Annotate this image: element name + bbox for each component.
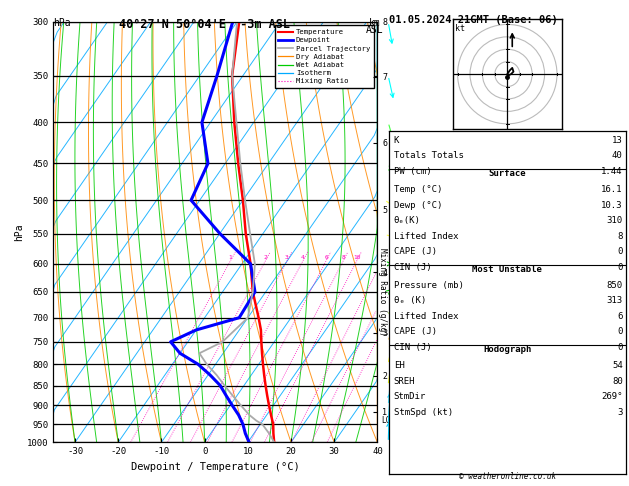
Text: 1.44: 1.44 (601, 167, 623, 176)
Text: EH: EH (394, 361, 404, 370)
Text: 01.05.2024 21GMT (Base: 06): 01.05.2024 21GMT (Base: 06) (389, 15, 557, 25)
X-axis label: Dewpoint / Temperature (°C): Dewpoint / Temperature (°C) (131, 462, 300, 472)
Text: hPa: hPa (53, 18, 71, 28)
Text: Totals Totals: Totals Totals (394, 152, 464, 160)
Text: 0: 0 (617, 247, 623, 256)
Text: 6: 6 (617, 312, 623, 321)
Text: Most Unstable: Most Unstable (472, 265, 542, 274)
Text: 2: 2 (264, 255, 267, 260)
Y-axis label: hPa: hPa (14, 223, 25, 241)
Text: Surface: Surface (489, 170, 526, 178)
Text: CAPE (J): CAPE (J) (394, 328, 437, 336)
Text: Lifted Index: Lifted Index (394, 232, 459, 241)
Text: 310: 310 (606, 216, 623, 225)
Text: Lifted Index: Lifted Index (394, 312, 459, 321)
Text: 269°: 269° (601, 392, 623, 401)
Text: 16.1: 16.1 (601, 185, 623, 194)
Text: StmDir: StmDir (394, 392, 426, 401)
Text: ASL: ASL (365, 25, 383, 35)
Text: Hodograph: Hodograph (483, 346, 532, 354)
Text: θₑ(K): θₑ(K) (394, 216, 421, 225)
Text: 850: 850 (606, 281, 623, 290)
Text: kt: kt (455, 24, 465, 34)
Text: 10.3: 10.3 (601, 201, 623, 209)
Text: 6: 6 (324, 255, 328, 260)
Text: 8: 8 (617, 232, 623, 241)
Text: 0: 0 (617, 328, 623, 336)
Text: Mixing Ratio (g/kg): Mixing Ratio (g/kg) (378, 248, 387, 335)
Text: km: km (369, 18, 380, 28)
Text: 1: 1 (228, 255, 232, 260)
Text: 0: 0 (617, 263, 623, 272)
Text: 0: 0 (617, 343, 623, 352)
Text: Temp (°C): Temp (°C) (394, 185, 442, 194)
Text: SREH: SREH (394, 377, 415, 385)
Text: 80: 80 (612, 377, 623, 385)
Text: 40: 40 (612, 152, 623, 160)
Text: 54: 54 (612, 361, 623, 370)
Text: Dewp (°C): Dewp (°C) (394, 201, 442, 209)
Text: CAPE (J): CAPE (J) (394, 247, 437, 256)
Text: CIN (J): CIN (J) (394, 343, 431, 352)
Text: © weatheronline.co.uk: © weatheronline.co.uk (459, 472, 556, 481)
Text: 313: 313 (606, 296, 623, 305)
Text: StmSpd (kt): StmSpd (kt) (394, 408, 453, 417)
Text: LCL: LCL (381, 416, 395, 425)
Text: 4: 4 (301, 255, 304, 260)
Legend: Temperature, Dewpoint, Parcel Trajectory, Dry Adiabat, Wet Adiabat, Isotherm, Mi: Temperature, Dewpoint, Parcel Trajectory… (275, 25, 374, 88)
Text: 10: 10 (353, 255, 360, 260)
Text: 13: 13 (612, 136, 623, 145)
Text: Pressure (mb): Pressure (mb) (394, 281, 464, 290)
Text: 3: 3 (617, 408, 623, 417)
Text: 8: 8 (342, 255, 345, 260)
Text: 3: 3 (285, 255, 289, 260)
Text: θₑ (K): θₑ (K) (394, 296, 426, 305)
Text: CIN (J): CIN (J) (394, 263, 431, 272)
Y-axis label: km
ASL: km ASL (399, 223, 415, 242)
Text: 40°27'N 50°04'E  -3m ASL: 40°27'N 50°04'E -3m ASL (119, 18, 290, 31)
Text: PW (cm): PW (cm) (394, 167, 431, 176)
Text: K: K (394, 136, 399, 145)
